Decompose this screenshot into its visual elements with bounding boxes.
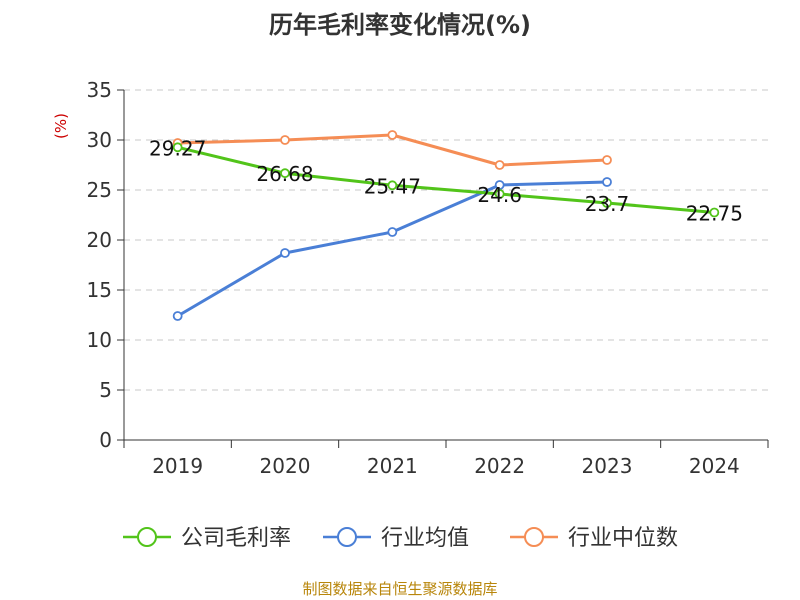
legend-marker	[524, 527, 544, 547]
y-tick-label: 5	[99, 378, 112, 402]
data-label: 22.75	[686, 202, 743, 226]
legend-marker	[337, 527, 357, 547]
y-tick-label: 0	[99, 428, 112, 452]
data-label: 24.6	[477, 183, 522, 207]
data-point[interactable]	[602, 155, 612, 165]
y-axis-unit-label: (%)	[52, 113, 70, 139]
y-tick-label: 25	[87, 178, 112, 202]
data-point[interactable]	[602, 177, 612, 187]
data-label: 23.7	[585, 192, 630, 216]
legend[interactable]: 公司毛利率 行业均值 行业中位数	[123, 526, 678, 551]
y-tick-label: 30	[87, 128, 112, 152]
data-label: 25.47	[364, 174, 421, 198]
data-point[interactable]	[172, 142, 183, 153]
legend-item-2[interactable]: 行业中位数	[510, 526, 678, 551]
y-tick-label: 35	[87, 78, 112, 102]
x-tick-label: 2023	[582, 454, 633, 478]
legend-item-0[interactable]: 公司毛利率	[123, 526, 291, 551]
data-point[interactable]	[387, 227, 398, 237]
axes: 0 5 10 15 20 25 30 35 2019 2020 2021 2022 2023 2024	[87, 78, 769, 478]
data-point[interactable]	[172, 311, 183, 321]
x-tick-label: 2022	[474, 454, 525, 478]
series-line-0	[177, 145, 715, 214]
data-point[interactable]	[494, 180, 505, 190]
x-tick-label: 2019	[152, 454, 203, 478]
data-point[interactable]	[387, 130, 398, 140]
x-tick-label: 2020	[260, 454, 311, 478]
source-note: 制图数据来自恒生聚源数据库	[302, 580, 497, 598]
series-line-1	[176, 180, 608, 318]
data-point[interactable]	[494, 189, 505, 199]
chart-title: 历年毛利率变化情况(%)	[269, 11, 531, 39]
data-label: 26.68	[256, 162, 313, 186]
data-label: 29.27	[149, 136, 206, 160]
y-tick-label: 20	[87, 228, 112, 252]
legend-marker	[137, 527, 157, 547]
data-point[interactable]	[602, 198, 612, 208]
y-tick-label: 10	[87, 328, 112, 352]
data-point[interactable]	[280, 168, 290, 179]
legend-label: 行业中位数	[568, 526, 678, 551]
data-point[interactable]	[709, 207, 720, 218]
y-tick-label: 15	[87, 278, 112, 302]
x-tick-label: 2024	[689, 454, 740, 478]
data-point[interactable]	[494, 160, 505, 170]
x-tick-label: 2021	[367, 454, 418, 478]
legend-label: 公司毛利率	[181, 526, 291, 551]
data-point[interactable]	[280, 135, 290, 145]
data-point[interactable]	[280, 248, 290, 258]
data-point[interactable]	[387, 180, 398, 191]
legend-label: 行业均值	[381, 526, 469, 551]
gridlines	[124, 89, 768, 391]
series-layer: 29.27 26.68 25.47 24.6 23.7 22.75	[149, 130, 743, 321]
legend-item-1[interactable]: 行业均值	[323, 526, 469, 551]
